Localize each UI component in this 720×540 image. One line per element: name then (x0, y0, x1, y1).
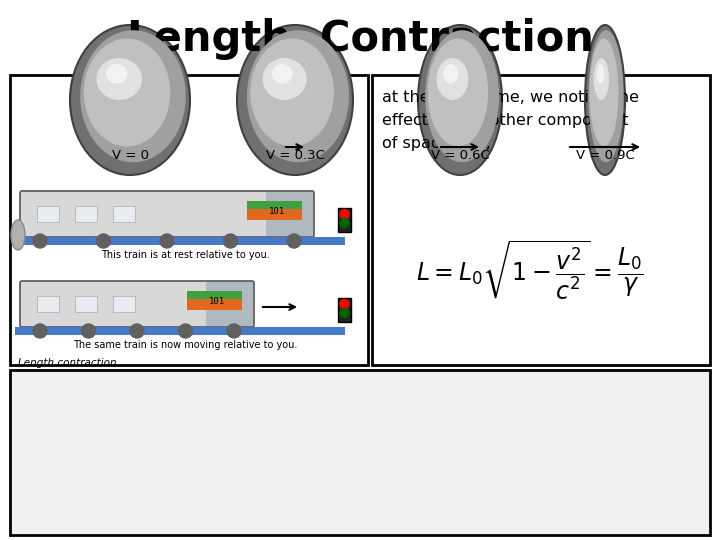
Bar (37, 206, 59, 222)
Circle shape (96, 234, 110, 248)
Circle shape (340, 219, 349, 227)
Text: $L = L_0\sqrt{1 - \dfrac{v^2}{c^2}} = \dfrac{L_0}{\gamma}$: $L = L_0\sqrt{1 - \dfrac{v^2}{c^2}} = \d… (416, 238, 644, 302)
Bar (10, 75, 368, 365)
Ellipse shape (106, 64, 127, 84)
Ellipse shape (272, 64, 292, 84)
Text: Length contraction: Length contraction (18, 358, 117, 368)
Bar (113, 295, 135, 313)
FancyBboxPatch shape (206, 282, 253, 326)
Circle shape (287, 234, 301, 248)
Circle shape (340, 308, 349, 318)
Ellipse shape (237, 25, 353, 175)
Bar (113, 206, 135, 222)
FancyBboxPatch shape (266, 192, 313, 236)
Ellipse shape (597, 64, 604, 84)
Ellipse shape (594, 58, 609, 100)
Bar (338, 208, 351, 232)
Bar (75, 295, 97, 313)
Circle shape (33, 324, 47, 338)
Ellipse shape (11, 220, 25, 250)
Text: V = 0.6C: V = 0.6C (431, 149, 490, 162)
Bar (10, 370, 710, 535)
Text: Length  Contraction: Length Contraction (127, 18, 593, 60)
Circle shape (33, 234, 47, 248)
Bar (187, 299, 242, 310)
Text: V = 0: V = 0 (112, 149, 148, 162)
FancyBboxPatch shape (20, 281, 254, 327)
Text: V = 0.3C: V = 0.3C (266, 149, 325, 162)
Ellipse shape (428, 38, 488, 146)
Text: 101: 101 (269, 207, 285, 217)
Ellipse shape (251, 38, 334, 146)
Text: The same train is now moving relative to you.: The same train is now moving relative to… (73, 340, 297, 350)
FancyBboxPatch shape (20, 191, 314, 237)
Ellipse shape (263, 58, 307, 100)
Ellipse shape (96, 58, 142, 100)
Bar (187, 291, 242, 299)
Ellipse shape (80, 30, 186, 162)
Circle shape (340, 210, 349, 219)
Ellipse shape (585, 25, 625, 175)
Circle shape (223, 234, 238, 248)
Circle shape (227, 324, 241, 338)
Circle shape (160, 234, 174, 248)
Text: 101: 101 (209, 298, 225, 306)
Bar (247, 208, 302, 220)
Text: at the same time, we notice the
effect on the other component
of spacetime,: at the same time, we notice the effect o… (382, 90, 639, 151)
Circle shape (340, 300, 349, 308)
Text: V = 0.9C: V = 0.9C (575, 149, 634, 162)
Ellipse shape (444, 64, 459, 84)
Ellipse shape (70, 25, 190, 175)
Bar (75, 206, 97, 222)
Ellipse shape (590, 38, 618, 146)
Bar (372, 75, 710, 365)
Circle shape (81, 324, 96, 338)
Bar (247, 201, 302, 208)
Circle shape (130, 324, 144, 338)
Bar (15, 237, 345, 245)
Circle shape (179, 324, 192, 338)
Bar (15, 327, 345, 335)
Ellipse shape (418, 25, 502, 175)
Ellipse shape (425, 30, 499, 162)
Ellipse shape (588, 30, 624, 162)
Bar (338, 298, 351, 322)
Text: This train is at rest relative to you.: This train is at rest relative to you. (101, 250, 269, 260)
Bar (37, 295, 59, 313)
Ellipse shape (247, 30, 349, 162)
Ellipse shape (436, 58, 469, 100)
Ellipse shape (84, 38, 170, 146)
